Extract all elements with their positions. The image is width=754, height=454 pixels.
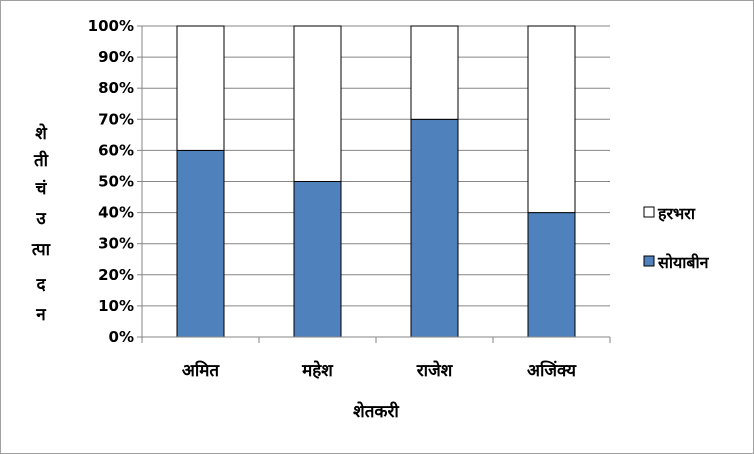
y-tick-label: 50% [98,173,134,191]
x-category-label: अजिंक्य [527,360,577,381]
y-tick-label: 0% [109,328,134,346]
legend-swatch [643,206,655,218]
y-tick-labels: 0% 10% 20% 30% 40% 50% 60% 70% 80% 90% 100% [88,17,134,346]
bar-segment-gram [176,25,225,151]
y-tick-label: 90% [98,48,134,66]
bar-segment-soybean [410,118,459,338]
y-tick-label: 100% [88,17,134,35]
y-tick-label: 60% [98,141,134,159]
y-axis-title-glyph: शे [35,123,48,144]
legend-swatch [643,255,655,267]
y-tick-label: 40% [98,204,134,222]
y-axis-title-glyph: चं [35,179,48,199]
x-category-label: महेश [301,360,334,381]
y-tick-label: 80% [98,79,134,97]
y-axis-title-glyph: त्पा [31,240,51,260]
y-tick-label: 20% [98,266,134,284]
bar-segment-gram [410,25,459,120]
x-axis-title: शेतकरी [353,401,399,422]
y-axis-title-glyph: द [35,275,46,295]
bar-segment-soybean [176,149,225,338]
y-axis-title-glyph: न [35,305,46,325]
y-axis-title: शे ती चं उ त्पा दन [31,123,51,325]
y-tick-label: 70% [98,110,134,128]
y-axis-title-glyph: उ [35,209,46,229]
legend-label: सोयाबीन [657,253,710,272]
y-axis-title-glyph: ती [33,150,49,171]
y-tick-label: 10% [98,297,134,315]
legend: हरभरा सोयाबीन [643,204,710,272]
x-category-label: राजेश [416,360,454,381]
bar-segment-gram [293,25,342,182]
axes [137,25,611,343]
x-category-label: अमित [182,360,221,381]
y-tick-label: 30% [98,235,134,253]
x-category-labels: अमित महेश राजेश अजिंक्य [182,360,577,381]
bar-segment-soybean [527,212,576,338]
bar-segment-gram [527,25,576,214]
legend-label: हरभरा [657,204,696,223]
bar-segment-soybean [293,181,342,338]
